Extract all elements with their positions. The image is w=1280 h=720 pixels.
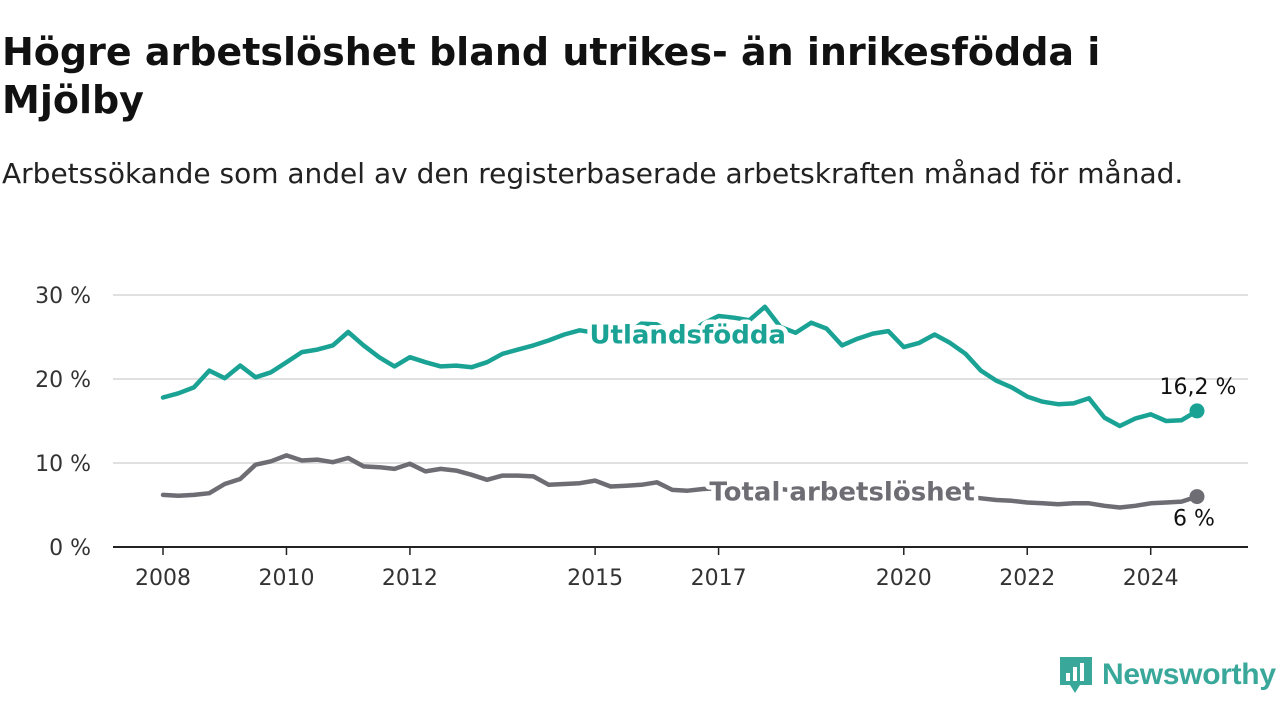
series-label-halo: Total arbetslöshet [709,477,974,507]
x-tick-label: 2015 [567,566,623,591]
series-label-halo: Utlandsfödda [589,320,786,350]
newsworthy-logo-icon [1060,657,1092,693]
series-label: Total arbetslöshet [709,477,974,507]
series-label: Utlandsfödda [589,320,786,350]
x-tick-label: 2012 [382,566,438,591]
x-tick-label: 2020 [876,566,932,591]
y-tick-label: 20 % [35,368,91,393]
x-tick-label: 2022 [999,566,1055,591]
x-tick-label: 2010 [258,566,314,591]
chart-subtitle: Arbetssökande som andel av den registerb… [2,157,1184,190]
y-tick-label: 10 % [35,452,91,477]
y-tick-label: 0 % [49,536,91,561]
x-axis: 2008 2010 2012 2015 2017 2020 2022 2024 [113,546,1248,591]
end-markers: 16,2 % 6 % [1160,375,1237,532]
series-line [160,304,1200,429]
end-value-label: 6 % [1173,507,1215,532]
newsworthy-logo: Newsworthy [1058,654,1276,696]
line-chart: 0 % 10 % 20 % 30 % 2008 2010 2012 2015 2017 2020… [35,284,1248,591]
x-tick-label: 2017 [691,566,747,591]
series-lines [160,304,1200,510]
y-tick-labels: 0 % 10 % 20 % 30 % [35,284,91,561]
brand-name: Newsworthy [1102,658,1276,691]
end-point [1189,489,1205,505]
x-tick-label: 2024 [1123,566,1179,591]
gridlines [113,294,1248,464]
series-line [160,453,1200,510]
x-tick-label: 2008 [135,566,191,591]
y-tick-label: 30 % [35,284,91,309]
end-value-label: 16,2 % [1160,375,1237,400]
chart-title: Högre arbetslöshet bland utrikes- än inr… [2,30,1101,122]
end-point [1189,403,1205,419]
